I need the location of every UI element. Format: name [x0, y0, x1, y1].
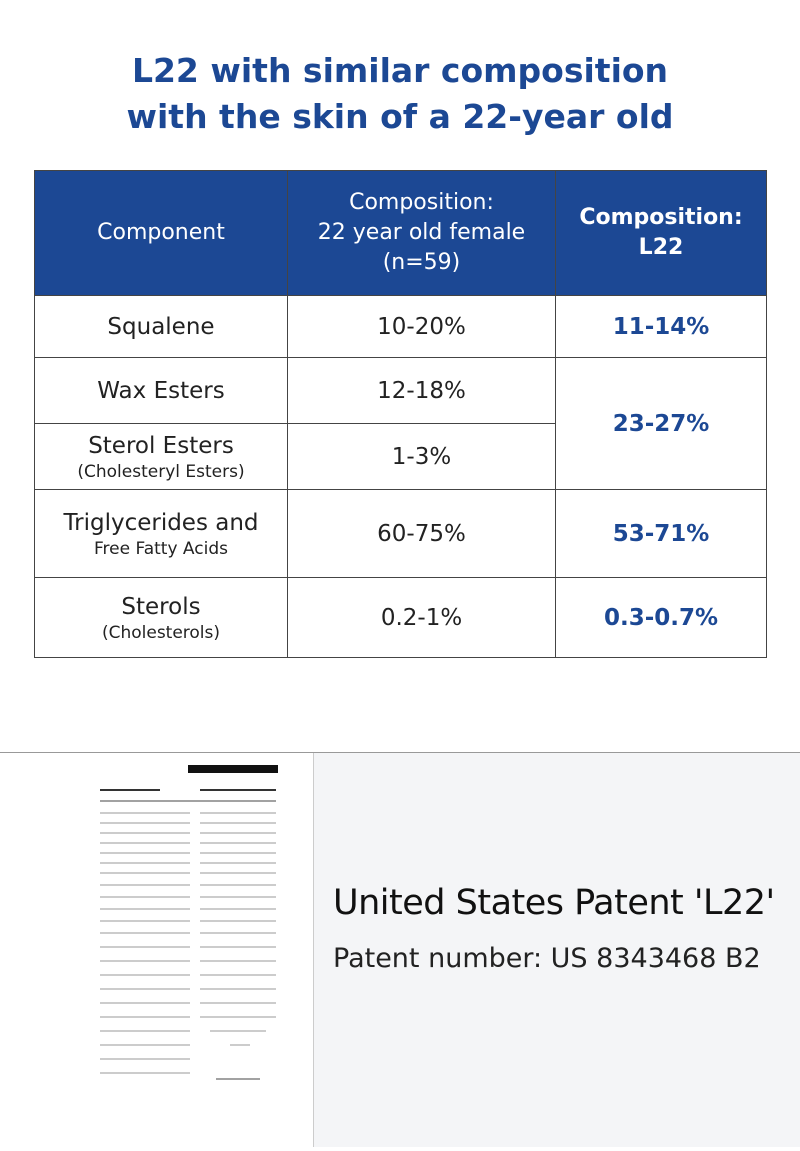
component-line: (Cholesterols) [101, 622, 221, 643]
component-cell: Sterols (Cholesterols) [34, 577, 288, 658]
header-line: 22 year old female [317, 220, 526, 245]
document-page [92, 761, 292, 1091]
component-line: Wax Esters [97, 377, 225, 404]
component-cell: Squalene [34, 295, 288, 358]
l22-cell: 11-14% [555, 295, 767, 358]
header-line: Component [97, 220, 225, 245]
column-header: Component [34, 170, 288, 296]
component-line: (Cholesteryl Esters) [77, 461, 245, 482]
female-cell: 60-75% [287, 489, 556, 578]
column-header: Composition: L22 [555, 170, 767, 296]
header-line: L22 [638, 235, 684, 260]
title: L22 with similar composition with the ski… [0, 48, 800, 140]
column-header: Composition: 22 year old female (n=59) [287, 170, 556, 296]
patent-title: United States Patent 'L22' [333, 883, 775, 923]
patent-image [92, 761, 292, 1091]
barcode [188, 765, 278, 773]
component-cell: Sterol Esters (Cholesteryl Esters) [34, 423, 288, 490]
l22-cell: 0.3-0.7% [555, 577, 767, 658]
component-line: Free Fatty Acids [94, 538, 228, 559]
component-cell: Triglycerides and Free Fatty Acids [34, 489, 288, 578]
patent-number: Patent number: US 8343468 B2 [333, 943, 761, 974]
component-line: Squalene [107, 313, 215, 340]
document-lines [100, 789, 276, 1080]
component-line: Sterol Esters [88, 432, 234, 459]
component-line: Triglycerides and [63, 509, 259, 536]
title-line: with the skin of a 22-year old [126, 97, 674, 136]
component-cell: Wax Esters [34, 357, 288, 424]
table-row: Triglycerides and Free Fatty Acids 60-75% 5… [34, 489, 767, 578]
female-cell: 1-3% [287, 423, 556, 490]
female-cell: 10-20% [287, 295, 556, 358]
table-row: Wax Esters 12-18% 23-27% [34, 357, 767, 490]
table-row: Squalene 10-20% 11-14% [34, 295, 767, 358]
l22-cell: 53-71% [555, 489, 767, 578]
patent-image-panel [0, 753, 314, 1147]
patent-section: United States Patent 'L22' Patent number… [0, 752, 800, 1147]
table-row: Sterol Esters (Cholesteryl Esters) 1-3% [34, 423, 767, 490]
header-line: Composition: [349, 190, 494, 215]
table-row: Sterols (Cholesterols) 0.2-1% 0.3-0.7% [34, 577, 767, 658]
header-line: Composition: [579, 205, 743, 230]
female-cell: 0.2-1% [287, 577, 556, 658]
header-row: Component Composition: 22 year old female (… [34, 170, 767, 296]
title-line: L22 with similar composition [131, 51, 669, 90]
female-cell: 12-18% [287, 357, 556, 424]
component-line: Sterols [121, 593, 201, 620]
composition-table: Component Composition: 22 year old female (… [34, 170, 767, 658]
l22-cell: 23-27% [555, 357, 767, 490]
header-line: (n=59) [382, 250, 461, 275]
